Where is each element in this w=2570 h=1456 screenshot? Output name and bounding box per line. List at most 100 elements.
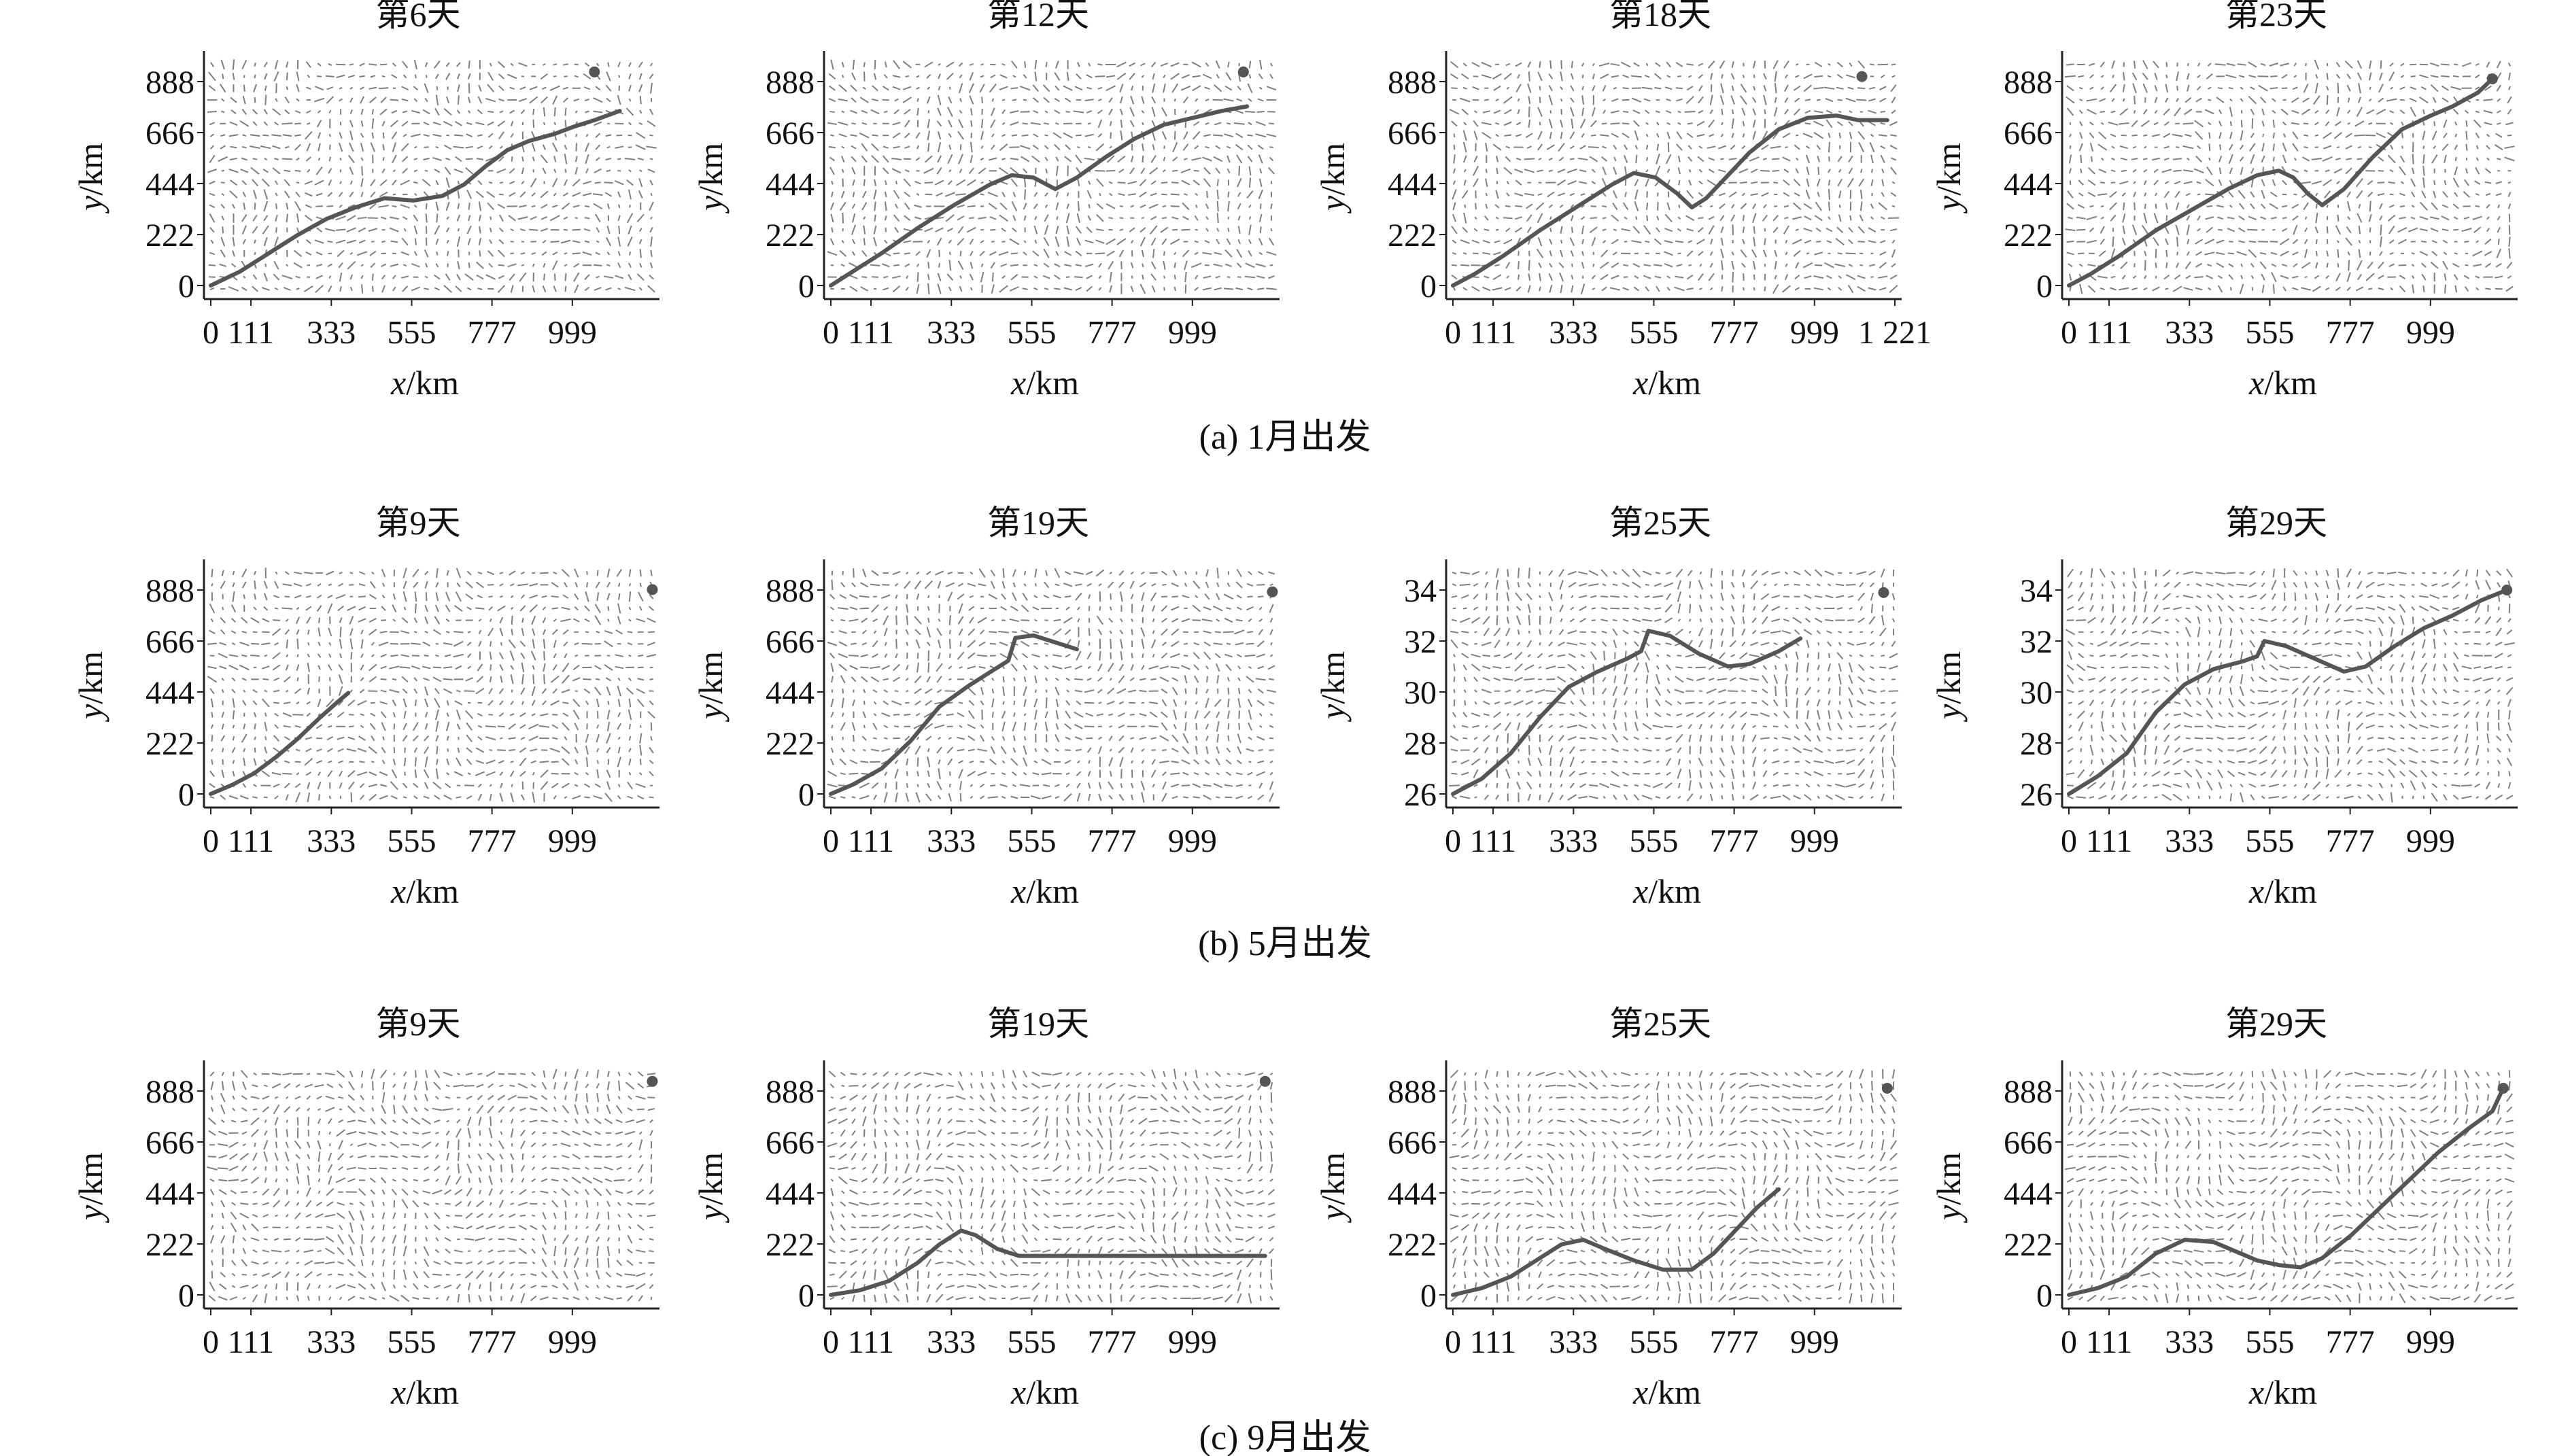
vector-arrow <box>370 701 375 704</box>
vector-arrow <box>2474 74 2480 79</box>
vector-arrow <box>596 769 600 778</box>
vector-arrow <box>1452 202 1456 211</box>
vector-arrow <box>509 748 516 752</box>
vector-arrow <box>1044 655 1048 657</box>
y-tick-label: 888 <box>145 573 194 609</box>
vector-arrow <box>1010 157 1019 160</box>
vector-arrow <box>541 86 547 90</box>
vector-arrow <box>220 288 226 290</box>
vector-arrow <box>606 781 611 790</box>
vector-arrow <box>1088 63 1091 67</box>
vector-arrow <box>1645 240 1650 243</box>
vector-arrow <box>296 638 299 650</box>
vector-arrow <box>1032 84 1039 92</box>
vector-arrow <box>1793 85 1801 91</box>
vector-arrow <box>263 796 268 799</box>
vector-arrow <box>530 651 536 661</box>
vector-arrow <box>498 98 504 102</box>
vector-arrow <box>521 674 524 684</box>
vector-arrow <box>1720 83 1724 94</box>
vector-arrow <box>980 157 984 161</box>
vector-arrow <box>254 593 256 600</box>
vector-arrow <box>232 759 235 764</box>
vector-arrow <box>1001 710 1006 719</box>
vector-arrow <box>1675 143 1683 151</box>
vector-arrow <box>2444 284 2446 294</box>
vector-arrow <box>413 251 417 256</box>
vector-arrow <box>369 771 377 776</box>
vector-arrow <box>1195 98 1199 102</box>
vector-arrow <box>606 203 611 209</box>
vector-arrow <box>562 192 569 196</box>
vector-arrow <box>228 134 239 137</box>
vector-arrow <box>210 145 214 150</box>
vector-arrow <box>284 190 290 198</box>
vector-arrow <box>2229 99 2233 102</box>
vector-arrow <box>1141 792 1145 803</box>
vector-arrow <box>2304 216 2308 220</box>
vector-arrow <box>1142 263 1144 268</box>
vector-arrow <box>1686 250 1694 257</box>
vector-arrow <box>1076 237 1081 246</box>
vector-arrow <box>2376 133 2386 139</box>
vector-arrow <box>842 212 844 224</box>
vector-arrow <box>296 71 300 82</box>
vector-arrow <box>1141 760 1145 764</box>
vector-arrow <box>510 665 515 670</box>
vector-arrow <box>1120 130 1123 141</box>
vector-arrow <box>2419 251 2429 256</box>
x-tick-label: 777 <box>468 823 517 859</box>
vector-arrow <box>2155 275 2157 279</box>
vector-arrow <box>477 180 483 186</box>
vector-arrow <box>466 722 473 731</box>
vector-arrow <box>944 192 955 197</box>
vector-arrow <box>2323 145 2332 150</box>
vector-arrow <box>2431 131 2437 141</box>
vector-arrow <box>2218 179 2223 186</box>
vector-arrow <box>915 792 921 803</box>
vector-arrow <box>1817 192 1820 197</box>
vector-arrow <box>979 783 985 788</box>
vector-arrow <box>2251 287 2254 291</box>
vector-arrow <box>347 154 355 164</box>
vector-arrow <box>827 122 838 125</box>
vector-arrow <box>1140 780 1146 791</box>
vector-arrow <box>1721 286 1724 292</box>
vector-arrow <box>456 109 461 114</box>
vector-arrow <box>1194 145 1199 150</box>
vector-arrow <box>381 168 386 173</box>
vector-arrow <box>604 793 613 802</box>
vector-arrow <box>1645 286 1649 292</box>
vector-arrow <box>1631 240 1642 243</box>
vector-arrow <box>1548 169 1553 173</box>
vector-arrow <box>1762 157 1767 160</box>
vector-arrow <box>1054 143 1061 151</box>
vector-arrow <box>980 63 984 66</box>
vector-arrow <box>2399 109 2405 114</box>
vector-arrow <box>414 769 417 778</box>
vector-arrow <box>1099 192 1101 196</box>
vector-arrow <box>1109 630 1112 634</box>
vector-arrow <box>2429 216 2439 220</box>
vector-arrow <box>2204 239 2215 245</box>
vector-arrow <box>2280 63 2290 67</box>
vector-arrow <box>389 665 400 670</box>
vector-arrow <box>264 712 267 717</box>
vector-arrow <box>2443 133 2448 139</box>
vector-arrow <box>369 86 377 90</box>
vector-arrow <box>413 747 417 753</box>
vector-arrow <box>1710 73 1713 80</box>
vector-arrow <box>1484 99 1489 101</box>
vector-arrow <box>1001 99 1006 101</box>
y-tick-label: 0 <box>2036 268 2053 305</box>
vector-arrow <box>1503 167 1513 175</box>
vector-arrow <box>2261 273 2265 281</box>
vector-arrow <box>528 735 538 742</box>
vector-arrow <box>2260 203 2266 209</box>
vector-arrow <box>2326 226 2329 234</box>
vector-arrow <box>2206 73 2213 80</box>
x-tick-label: 777 <box>1088 823 1137 859</box>
vector-arrow <box>305 736 313 740</box>
vector-arrow <box>282 583 292 587</box>
vector-arrow <box>271 628 281 636</box>
